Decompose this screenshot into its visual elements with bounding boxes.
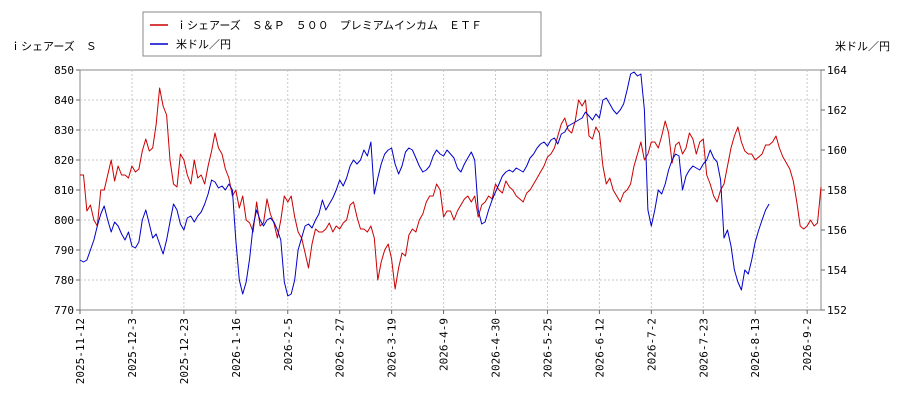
legend-label-usdjpy: 米ドル／円 bbox=[176, 38, 231, 51]
right-axis: 152 154 156 158 160 162 164 bbox=[821, 64, 847, 317]
left-tick-label: 800 bbox=[54, 214, 74, 227]
x-tick-label: 2026-1-16 bbox=[230, 318, 243, 378]
right-tick-label: 156 bbox=[827, 224, 847, 237]
left-tick-label: 830 bbox=[54, 124, 74, 137]
right-axis-title: 米ドル／円 bbox=[835, 40, 890, 53]
left-tick-label: 820 bbox=[54, 154, 74, 167]
x-tick-label: 2026-8-13 bbox=[749, 318, 762, 378]
x-tick-label: 2026-2-27 bbox=[334, 318, 347, 378]
left-axis: 770 780 790 800 810 820 830 840 850 bbox=[54, 64, 80, 317]
x-tick-label: 2026-3-19 bbox=[386, 318, 399, 378]
right-tick-label: 164 bbox=[827, 64, 847, 77]
left-tick-label: 780 bbox=[54, 274, 74, 287]
right-tick-label: 160 bbox=[827, 144, 847, 157]
x-tick-label: 2026-9-2 bbox=[801, 318, 814, 371]
left-tick-label: 850 bbox=[54, 64, 74, 77]
right-tick-label: 158 bbox=[827, 184, 847, 197]
x-tick-label: 2026-2-5 bbox=[282, 318, 295, 371]
x-tick-label: 2025-12-23 bbox=[178, 318, 191, 384]
left-tick-label: 790 bbox=[54, 244, 74, 257]
x-tick-label: 2026-6-12 bbox=[593, 318, 606, 378]
right-tick-label: 162 bbox=[827, 104, 847, 117]
right-tick-label: 154 bbox=[827, 264, 847, 277]
left-tick-label: 770 bbox=[54, 304, 74, 317]
x-tick-label: 2025-12-3 bbox=[126, 318, 139, 378]
x-tick-label: 2026-7-23 bbox=[697, 318, 710, 378]
left-tick-label: 810 bbox=[54, 184, 74, 197]
series-layer bbox=[79, 71, 822, 297]
series-line-etf bbox=[80, 87, 822, 290]
grid bbox=[80, 70, 821, 310]
legend-box bbox=[142, 11, 542, 57]
x-tick-label: 2026-5-25 bbox=[541, 318, 554, 378]
x-tick-label: 2026-7-2 bbox=[645, 318, 658, 371]
x-tick-label: 2026-4-30 bbox=[490, 318, 503, 378]
series-line-usdjpy bbox=[79, 71, 770, 297]
right-tick-label: 152 bbox=[827, 304, 847, 317]
x-axis: 2025-11-12 2025-12-3 2025-12-23 2026-1-16 20… bbox=[74, 310, 814, 384]
x-tick-label: 2025-11-12 bbox=[74, 318, 87, 384]
left-tick-label: 840 bbox=[54, 94, 74, 107]
left-axis-title: ｉシェアーズ Ｓ bbox=[10, 39, 97, 53]
legend-label-etf: ｉシェアーズ Ｓ＆Ｐ ５００ プレミアムインカム ＥＴＦ bbox=[176, 18, 482, 32]
x-tick-label: 2026-4-9 bbox=[438, 318, 451, 371]
